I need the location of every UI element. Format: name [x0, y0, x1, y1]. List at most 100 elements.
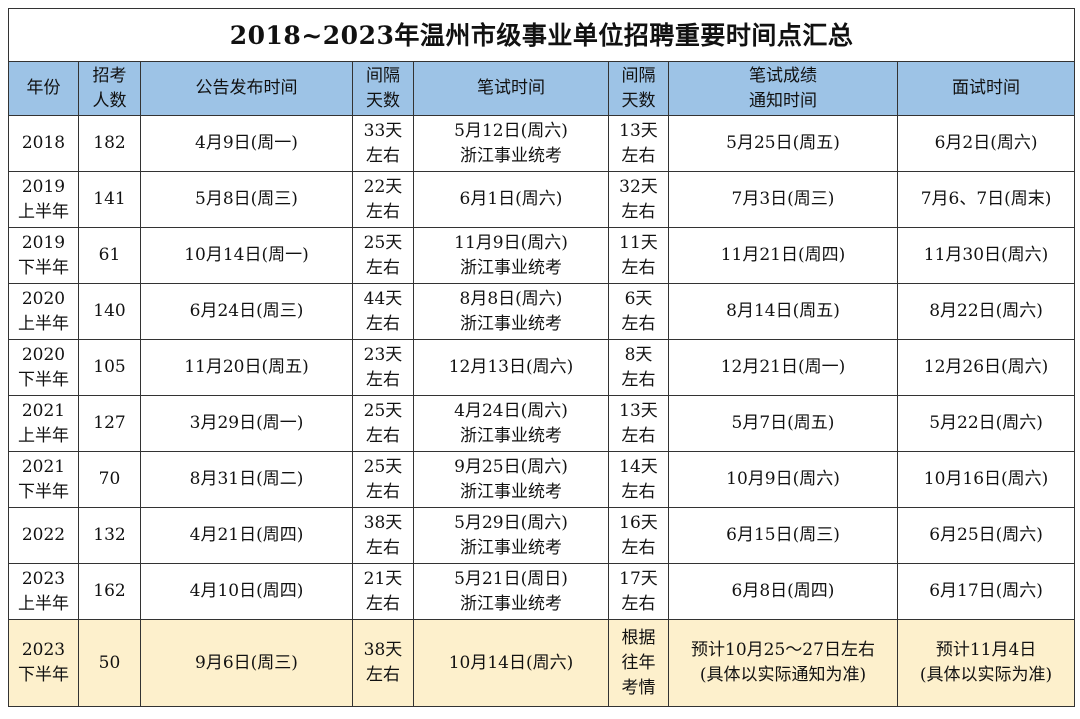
cell-interval-days-2: 16天 左右: [608, 507, 669, 564]
cell-interview-date: 6月25日(周六): [896, 507, 1076, 564]
column-header-interview-date: 面试时间: [896, 61, 1076, 116]
cell-year: 2020 上半年: [8, 283, 79, 340]
column-header-interval-days: 间隔 天数: [352, 61, 414, 116]
table-row-highlighted: 2023 下半年 50 9月6日(周三) 38天 左右 10月14日(周六) 根据 往年 …: [8, 619, 1076, 707]
cell-recruit-count: 127: [78, 395, 141, 452]
cell-recruit-count: 50: [78, 619, 141, 707]
cell-written-exam-date: 5月12日(周六) 浙江事业统考: [413, 115, 609, 172]
table-row: 2020 下半年 105 11月20日(周五) 23天 左右 12月13日(周六) 8天 …: [8, 339, 1076, 396]
column-header-year: 年份: [8, 61, 79, 116]
cell-year: 2023 下半年: [8, 619, 79, 707]
table-row: 2020 上半年 140 6月24日(周三) 44天 左右 8月8日(周六) 浙江事业统…: [8, 283, 1076, 340]
cell-interval-days: 33天 左右: [352, 115, 414, 172]
cell-announcement-date: 4月21日(周四): [140, 507, 353, 564]
cell-interview-date: 12月26日(周六): [896, 339, 1076, 396]
cell-score-notice-date: 10月9日(周六): [668, 451, 898, 508]
cell-announcement-date: 6月24日(周三): [140, 283, 353, 340]
cell-interview-date: 8月22日(周六): [896, 283, 1076, 340]
cell-score-notice-date: 5月7日(周五): [668, 395, 898, 452]
cell-announcement-date: 3月29日(周一): [140, 395, 353, 452]
cell-recruit-count: 70: [78, 451, 141, 508]
cell-written-exam-date: 5月29日(周六) 浙江事业统考: [413, 507, 609, 564]
cell-score-notice-date: 8月14日(周五): [668, 283, 898, 340]
cell-written-exam-date: 10月14日(周六): [413, 619, 609, 707]
cell-interval-days-2: 14天 左右: [608, 451, 669, 508]
table-row: 2019 上半年 141 5月8日(周三) 22天 左右 6月1日(周六) 32天 左右 7…: [8, 171, 1076, 228]
recruitment-timeline-table: 2018~2023年温州市级事业单位招聘重要时间点汇总 年份 招考 人数 公告发布时…: [7, 8, 1076, 707]
header-row: 年份 招考 人数 公告发布时间 间隔 天数 笔试时间 间隔 天数 笔试成绩 通知时间 面试时间: [8, 61, 1076, 116]
cell-interview-date: 10月16日(周六): [896, 451, 1076, 508]
cell-written-exam-date: 9月25日(周六) 浙江事业统考: [413, 451, 609, 508]
cell-interval-days-2: 8天 左右: [608, 339, 669, 396]
cell-year: 2023 上半年: [8, 563, 79, 620]
cell-year: 2019 上半年: [8, 171, 79, 228]
cell-written-exam-date: 6月1日(周六): [413, 171, 609, 228]
cell-interval-days: 22天 左右: [352, 171, 414, 228]
table-row: 2018 182 4月9日(周一) 33天 左右 5月12日(周六) 浙江事业统考 13天…: [8, 115, 1076, 172]
cell-interval-days: 44天 左右: [352, 283, 414, 340]
cell-written-exam-date: 4月24日(周六) 浙江事业统考: [413, 395, 609, 452]
table-row: 2023 上半年 162 4月10日(周四) 21天 左右 5月21日(周日) 浙江事业…: [8, 563, 1076, 620]
column-header-interval-days-2: 间隔 天数: [608, 61, 669, 116]
cell-announcement-date: 11月20日(周五): [140, 339, 353, 396]
cell-score-notice-date: 预计10月25～27日左右 (具体以实际通知为准): [668, 619, 898, 707]
cell-year: 2021 上半年: [8, 395, 79, 452]
column-header-recruit-count: 招考 人数: [78, 61, 141, 116]
cell-interval-days-2: 根据 往年 考情: [608, 619, 669, 707]
cell-interview-date: 预计11月4日 (具体以实际为准): [896, 619, 1076, 707]
cell-year: 2019 下半年: [8, 227, 79, 284]
cell-interval-days-2: 6天 左右: [608, 283, 669, 340]
cell-recruit-count: 140: [78, 283, 141, 340]
cell-interval-days-2: 17天 左右: [608, 563, 669, 620]
cell-recruit-count: 105: [78, 339, 141, 396]
cell-announcement-date: 10月14日(周一): [140, 227, 353, 284]
column-header-written-exam-date: 笔试时间: [413, 61, 609, 116]
cell-year: 2021 下半年: [8, 451, 79, 508]
cell-interval-days: 23天 左右: [352, 339, 414, 396]
table-row: 2022 132 4月21日(周四) 38天 左右 5月29日(周六) 浙江事业统考 16…: [8, 507, 1076, 564]
cell-score-notice-date: 11月21日(周四): [668, 227, 898, 284]
table-row: 2021 下半年 70 8月31日(周二) 25天 左右 9月25日(周六) 浙江事业统…: [8, 451, 1076, 508]
cell-score-notice-date: 5月25日(周五): [668, 115, 898, 172]
cell-interview-date: 7月6、7日(周末): [896, 171, 1076, 228]
cell-written-exam-date: 12月13日(周六): [413, 339, 609, 396]
table-row: 2019 下半年 61 10月14日(周一) 25天 左右 11月9日(周六) 浙江事业…: [8, 227, 1076, 284]
cell-interval-days-2: 11天 左右: [608, 227, 669, 284]
cell-interval-days-2: 32天 左右: [608, 171, 669, 228]
cell-announcement-date: 4月9日(周一): [140, 115, 353, 172]
cell-recruit-count: 61: [78, 227, 141, 284]
cell-interval-days: 38天 左右: [352, 619, 414, 707]
cell-written-exam-date: 11月9日(周六) 浙江事业统考: [413, 227, 609, 284]
cell-recruit-count: 141: [78, 171, 141, 228]
cell-interval-days: 25天 左右: [352, 451, 414, 508]
cell-year: 2022: [8, 507, 79, 564]
cell-interval-days: 25天 左右: [352, 395, 414, 452]
column-header-score-notice-date: 笔试成绩 通知时间: [668, 61, 898, 116]
cell-score-notice-date: 7月3日(周三): [668, 171, 898, 228]
cell-year: 2018: [8, 115, 79, 172]
cell-announcement-date: 4月10日(周四): [140, 563, 353, 620]
cell-interview-date: 6月17日(周六): [896, 563, 1076, 620]
table-title: 2018~2023年温州市级事业单位招聘重要时间点汇总: [7, 8, 1076, 62]
cell-score-notice-date: 6月8日(周四): [668, 563, 898, 620]
cell-score-notice-date: 6月15日(周三): [668, 507, 898, 564]
cell-interval-days-2: 13天 左右: [608, 395, 669, 452]
cell-written-exam-date: 8月8日(周六) 浙江事业统考: [413, 283, 609, 340]
cell-announcement-date: 5月8日(周三): [140, 171, 353, 228]
cell-interval-days-2: 13天 左右: [608, 115, 669, 172]
cell-interval-days: 21天 左右: [352, 563, 414, 620]
cell-interview-date: 11月30日(周六): [896, 227, 1076, 284]
cell-announcement-date: 8月31日(周二): [140, 451, 353, 508]
column-header-announcement-date: 公告发布时间: [140, 61, 353, 116]
cell-year: 2020 下半年: [8, 339, 79, 396]
cell-interval-days: 38天 左右: [352, 507, 414, 564]
cell-interview-date: 5月22日(周六): [896, 395, 1076, 452]
cell-recruit-count: 182: [78, 115, 141, 172]
cell-score-notice-date: 12月21日(周一): [668, 339, 898, 396]
cell-written-exam-date: 5月21日(周日) 浙江事业统考: [413, 563, 609, 620]
cell-interval-days: 25天 左右: [352, 227, 414, 284]
cell-interview-date: 6月2日(周六): [896, 115, 1076, 172]
cell-announcement-date: 9月6日(周三): [140, 619, 353, 707]
cell-recruit-count: 132: [78, 507, 141, 564]
cell-recruit-count: 162: [78, 563, 141, 620]
